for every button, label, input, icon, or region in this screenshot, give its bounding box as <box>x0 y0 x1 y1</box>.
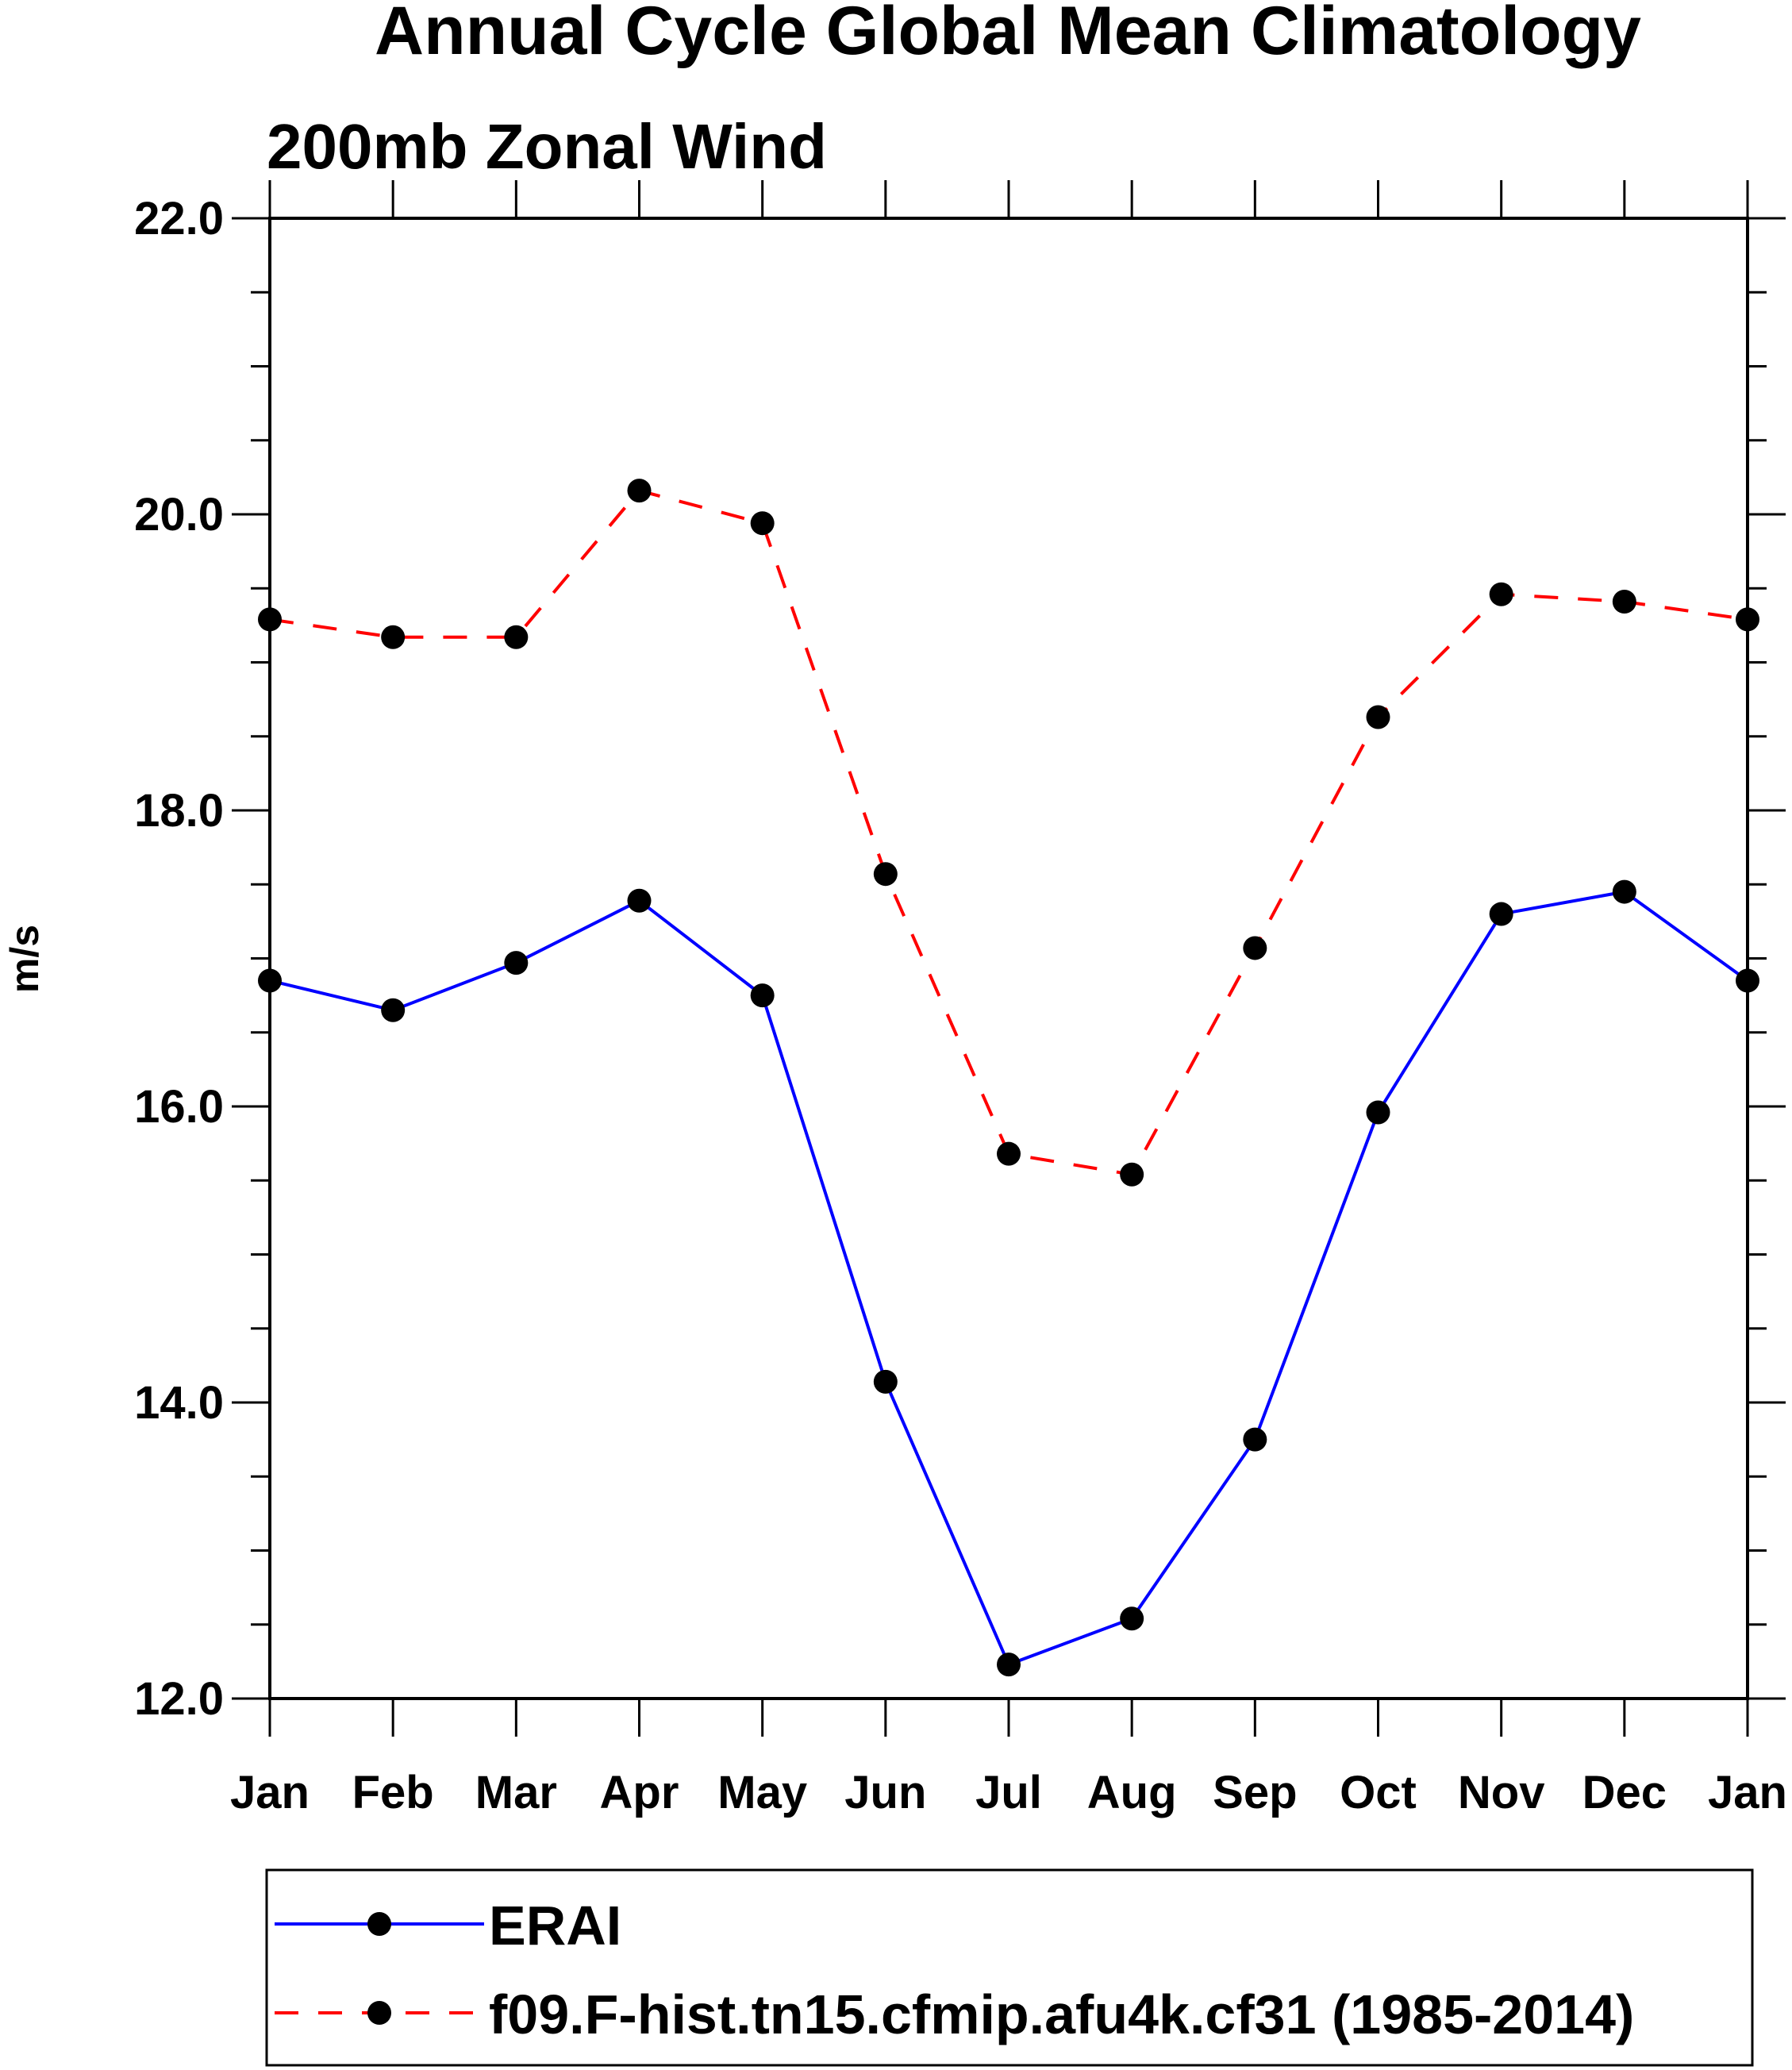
series-line-0 <box>269 890 1749 1667</box>
data-point-1-7 <box>1120 1162 1144 1187</box>
x-tick-label: Jul <box>975 1767 1042 1818</box>
data-point-0-2 <box>504 951 529 975</box>
data-point-0-1 <box>381 998 406 1022</box>
data-point-0-12 <box>1736 968 1759 993</box>
y-tick-label: 22.0 <box>134 193 224 244</box>
series-layer <box>258 479 1759 1677</box>
data-point-0-3 <box>627 888 652 913</box>
data-point-1-6 <box>997 1141 1021 1166</box>
x-tick-label: Apr <box>600 1767 679 1818</box>
data-point-0-11 <box>1612 879 1636 904</box>
x-tick-labels: Jan Feb Mar Apr May Jun Jul Aug Sep Oct Nov Dec Jan <box>230 1767 1787 1818</box>
x-tick-label: Jan <box>230 1767 310 1818</box>
legend-box <box>265 1868 1754 2067</box>
x-tick-label: Nov <box>1458 1767 1545 1818</box>
y-tick-label: 18.0 <box>134 785 224 837</box>
plot-frame <box>268 217 1749 1700</box>
x-tick-label: Aug <box>1087 1767 1177 1818</box>
data-point-1-1 <box>381 625 406 649</box>
data-point-0-8 <box>1243 1427 1267 1452</box>
data-point-1-10 <box>1489 582 1513 606</box>
data-point-1-8 <box>1243 936 1267 960</box>
x-tick-label: Mar <box>475 1767 557 1818</box>
data-point-1-3 <box>627 479 652 503</box>
x-tick-label: Dec <box>1582 1767 1667 1818</box>
data-point-0-4 <box>750 983 775 1008</box>
y-tick-label: 20.0 <box>134 489 224 541</box>
data-point-0-5 <box>873 1369 898 1394</box>
data-point-1-5 <box>873 862 898 887</box>
x-tick-label: Feb <box>352 1767 434 1818</box>
chart-title: Annual Cycle Global Mean Climatology <box>375 0 1641 69</box>
axis-ticks <box>232 180 1786 1737</box>
data-point-1-0 <box>258 607 282 632</box>
x-tick-label: Sep <box>1213 1767 1297 1818</box>
x-tick-label: Oct <box>1340 1767 1417 1818</box>
data-point-1-2 <box>504 625 529 649</box>
data-point-0-0 <box>258 968 282 993</box>
data-point-1-11 <box>1612 590 1636 614</box>
data-point-0-6 <box>997 1653 1021 1677</box>
legend-marker-model <box>367 2001 391 2025</box>
data-point-1-12 <box>1736 607 1759 632</box>
data-point-0-10 <box>1489 902 1513 926</box>
x-tick-label: Jun <box>844 1767 926 1818</box>
legend-label-erai: ERAI <box>489 1895 621 1956</box>
y-axis-label: m/s <box>2 925 47 993</box>
legend: ERAI f09.F-hist.tn15.cfmip.afu4k.cf31 (1… <box>265 1868 1754 2067</box>
data-point-1-4 <box>750 511 775 536</box>
y-tick-label: 16.0 <box>134 1081 224 1133</box>
legend-label-model: f09.F-hist.tn15.cfmip.afu4k.cf31 (1985-2… <box>489 1983 1634 2045</box>
data-point-0-7 <box>1120 1606 1144 1631</box>
chart-subtitle: 200mb Zonal Wind <box>267 111 827 182</box>
y-tick-label: 14.0 <box>134 1377 224 1429</box>
series-line-1 <box>269 488 1748 1176</box>
data-point-0-9 <box>1366 1100 1390 1125</box>
y-tick-label: 12.0 <box>134 1673 224 1725</box>
legend-marker-erai <box>367 1912 391 1936</box>
y-tick-labels: 12.0 14.0 16.0 18.0 20.0 22.0 <box>134 193 224 1725</box>
data-point-1-9 <box>1366 705 1390 729</box>
x-tick-label: May <box>717 1767 807 1818</box>
x-tick-label: Jan <box>1708 1767 1787 1818</box>
